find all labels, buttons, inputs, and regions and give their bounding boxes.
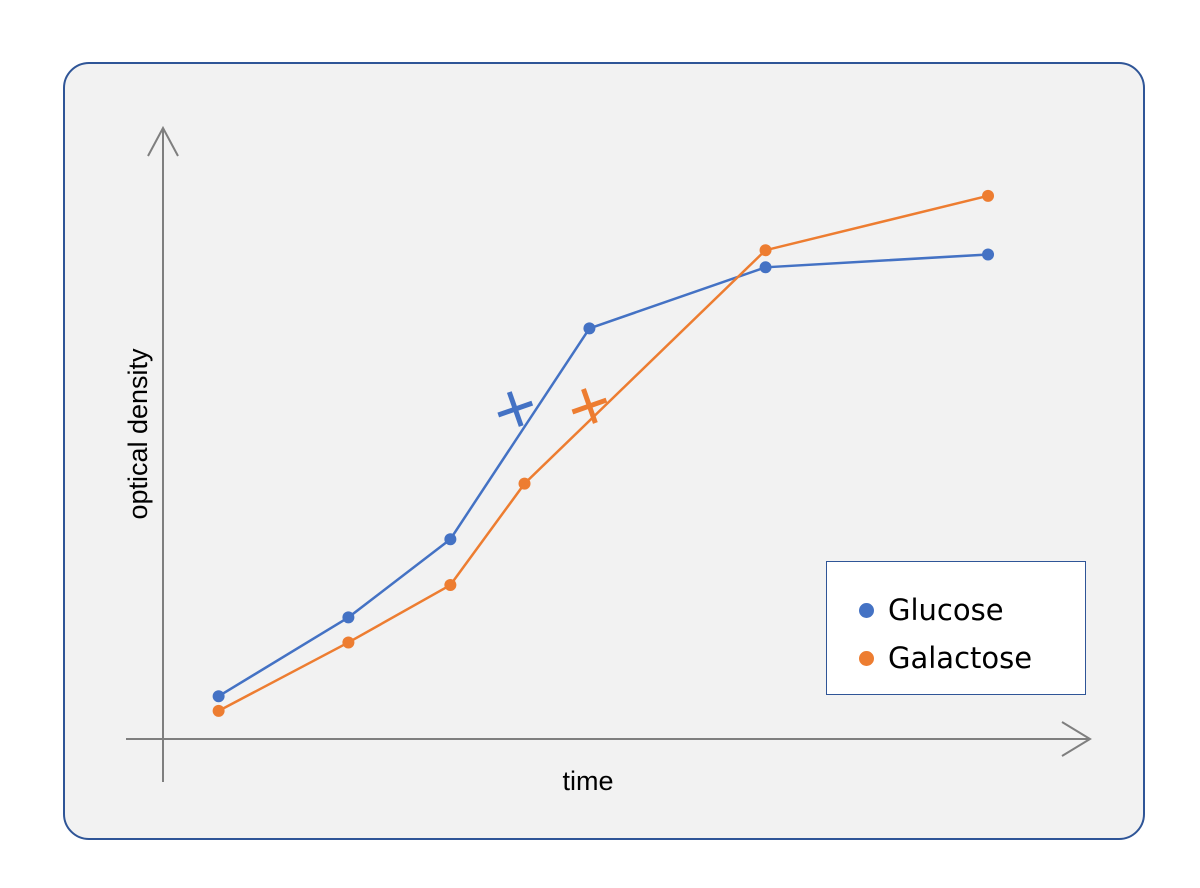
data-point-galactose-4 (518, 477, 531, 490)
series-galactose (212, 189, 995, 717)
legend: Glucose Galactose (826, 561, 1086, 695)
data-point-glucose-6 (982, 248, 995, 261)
x-axis-label: time (562, 766, 613, 796)
y-axis-arrowhead (147, 125, 179, 157)
chart-panel (63, 62, 1145, 840)
x-axis-arrowhead (1061, 721, 1092, 757)
cross-marker-galactose (571, 388, 608, 424)
legend-swatch-galactose (859, 650, 874, 666)
data-point-glucose-5 (759, 261, 772, 274)
series-line-galactose (218, 194, 989, 712)
legend-label-glucose: Glucose (888, 593, 1004, 627)
legend-label-galactose: Galactose (888, 641, 1033, 675)
series-layer (212, 189, 995, 717)
legend-entry-galactose: Galactose (859, 634, 1085, 682)
data-point-glucose-1 (212, 690, 225, 703)
data-point-galactose-5 (759, 244, 772, 257)
data-point-galactose-1 (212, 704, 225, 717)
data-point-galactose-6 (982, 189, 995, 202)
data-point-galactose-2 (342, 636, 355, 649)
data-point-glucose-4 (583, 322, 596, 335)
cross-marker-glucose (497, 391, 534, 427)
data-point-glucose-3 (444, 533, 457, 546)
data-point-galactose-3 (444, 579, 457, 592)
data-point-glucose-2 (342, 611, 355, 624)
y-axis-label: optical density (123, 348, 153, 520)
series-glucose (212, 248, 995, 703)
series-line-glucose (217, 253, 989, 698)
legend-entry-glucose: Glucose (859, 586, 1085, 634)
legend-swatch-glucose (859, 602, 874, 618)
